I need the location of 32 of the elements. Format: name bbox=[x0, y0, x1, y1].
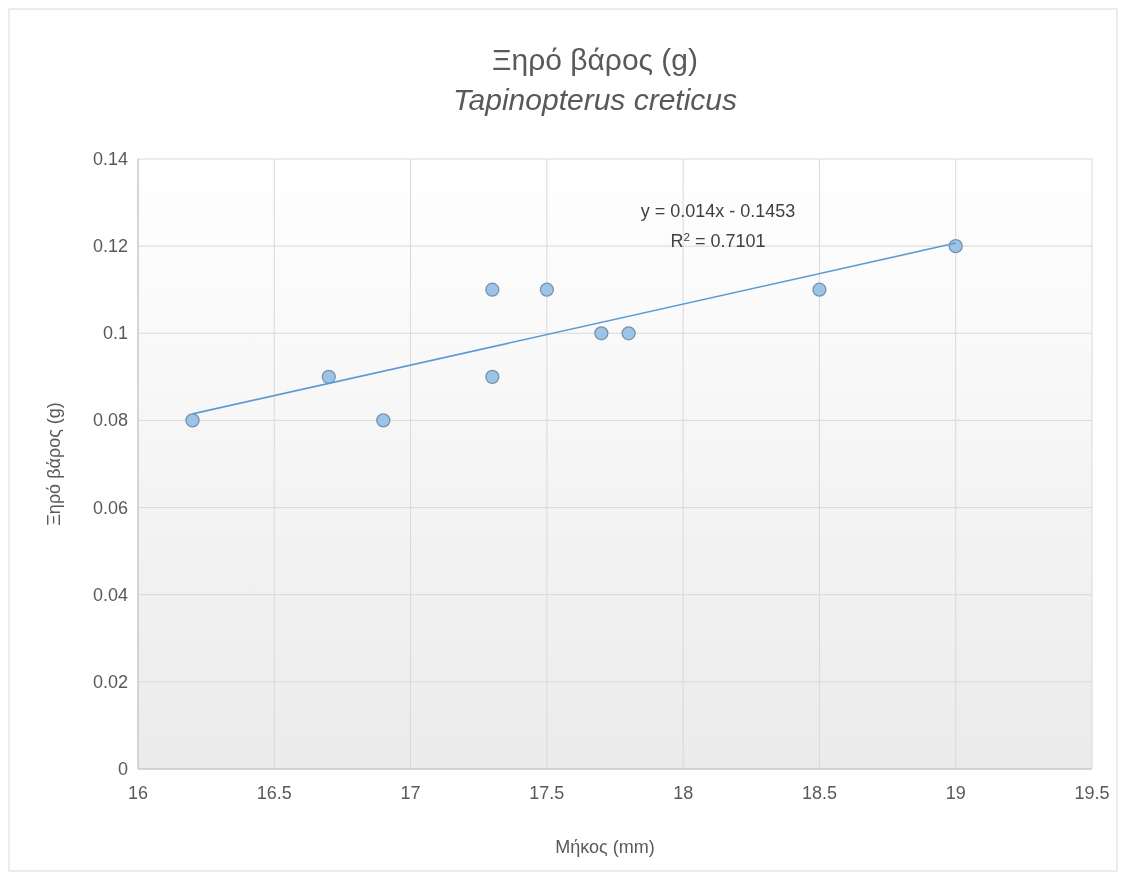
point bbox=[485, 369, 500, 385]
x-tick-label: 17 bbox=[400, 783, 421, 803]
x-axis-title: Μήκος (mm) bbox=[555, 837, 655, 857]
y-tick-label: 0.04 bbox=[92, 584, 128, 605]
y-tick-label: 0.08 bbox=[92, 410, 128, 431]
y-tick-label: 0.12 bbox=[92, 236, 128, 257]
x-tick-label: 18.5 bbox=[801, 783, 837, 803]
point bbox=[376, 413, 391, 428]
y-tick-label: 0 bbox=[117, 759, 128, 779]
point bbox=[321, 369, 336, 385]
x-tick-label: 16.5 bbox=[256, 783, 292, 803]
y-axis-title: Ξηρό βάρος (g) bbox=[44, 402, 64, 526]
x-tick-label: 19 bbox=[945, 783, 966, 803]
x-tick-label: 17.5 bbox=[529, 783, 565, 803]
y-tick-label: 0.1 bbox=[102, 323, 128, 344]
chart-title: Ξηρό βάρος (g) bbox=[491, 43, 699, 76]
y-tick-label: 0.02 bbox=[92, 671, 128, 692]
chart-subtitle: Tapinopterus creticus bbox=[452, 83, 738, 116]
point bbox=[948, 238, 963, 254]
x-tick-label: 18 bbox=[673, 783, 694, 803]
annotation: y = 0.014x - 0.1453 bbox=[640, 201, 796, 221]
point bbox=[621, 326, 636, 341]
point bbox=[812, 282, 827, 297]
annotation: R$^{2}$ = 0.7101 bbox=[670, 229, 766, 251]
x-tick-label: 16 bbox=[127, 783, 149, 803]
x-tick-label: 19.5 bbox=[1074, 783, 1110, 803]
y-tick-label: 0.14 bbox=[92, 149, 128, 169]
point bbox=[485, 282, 500, 297]
y-tick-label: 0.06 bbox=[92, 497, 128, 518]
point bbox=[185, 413, 200, 428]
point bbox=[594, 326, 609, 341]
point bbox=[539, 282, 555, 297]
